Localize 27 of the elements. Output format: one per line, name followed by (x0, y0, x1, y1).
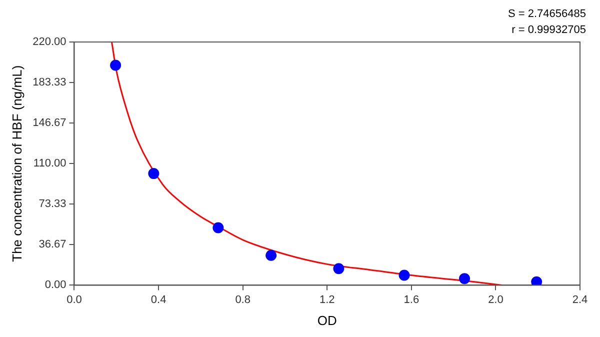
point (531, 276, 542, 286)
point (148, 168, 160, 180)
text: S = 2.74656485 (508, 7, 586, 22)
y-tick-label: 110.00 (33, 158, 66, 170)
x-tick-label: 1.2 (319, 294, 335, 306)
x-tick-label: 2.0 (488, 294, 504, 306)
point (459, 273, 470, 284)
point (212, 222, 224, 234)
y-tick-label: 73.33 (38, 198, 66, 210)
y-tick-label: 36.67 (38, 238, 66, 251)
x-axis-title: OD (317, 312, 337, 328)
point (266, 250, 277, 261)
point (110, 60, 122, 71)
x-tick-label: 2.4 (572, 294, 588, 306)
x-tick-label: 0.4 (150, 294, 166, 306)
x-tick-label: 1.6 (404, 294, 420, 306)
line-series (111, 42, 503, 286)
point (398, 270, 410, 281)
y-axis-title: The concentration of HBF (ng/mL) (9, 65, 24, 262)
y-tick-label: 220.00 (32, 36, 66, 48)
text: r = 0.99932705 (510, 23, 586, 38)
y-tick-label: 146.67 (32, 117, 66, 130)
y-tick-label: 0.00 (44, 279, 66, 292)
point (333, 263, 344, 274)
y-tick-label: 183.33 (32, 76, 66, 89)
x-tick-label: 0.0 (66, 294, 82, 306)
x-tick-label: 0.8 (235, 294, 250, 306)
